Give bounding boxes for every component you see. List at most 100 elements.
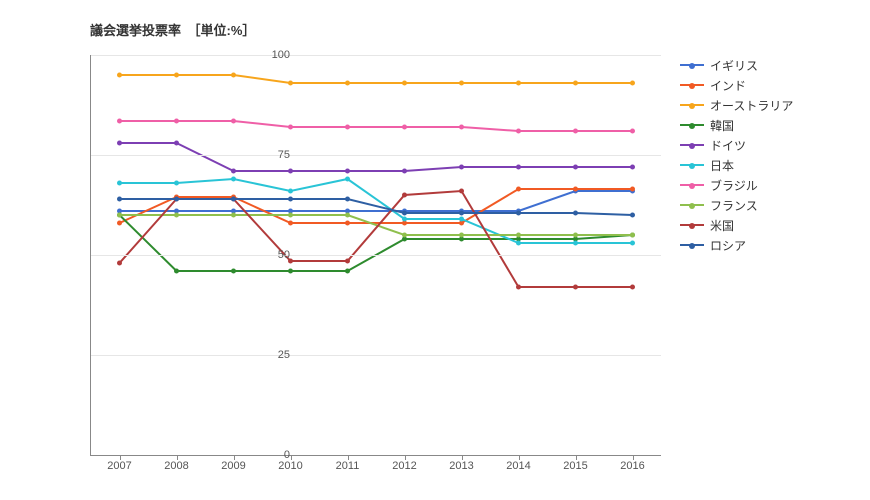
series-marker — [288, 213, 293, 218]
series-marker — [573, 285, 578, 290]
series-marker — [288, 169, 293, 174]
series-marker — [345, 213, 350, 218]
series-marker — [345, 269, 350, 274]
legend-item: オーストラリア — [680, 95, 793, 115]
series-marker — [345, 177, 350, 182]
series-marker — [231, 73, 236, 78]
series-marker — [459, 81, 464, 86]
series-marker — [117, 181, 122, 186]
series-marker — [516, 165, 521, 170]
legend-item: ドイツ — [680, 135, 793, 155]
x-tick-label: 2009 — [221, 460, 245, 472]
chart-title: 議会選挙投票率 ［単位:%］ — [90, 20, 255, 39]
series-marker — [516, 81, 521, 86]
series-marker — [231, 197, 236, 202]
y-gridline — [91, 255, 661, 256]
legend-item: ロシア — [680, 235, 793, 255]
y-tick-label: 50 — [250, 249, 290, 261]
series-marker — [516, 187, 521, 192]
series-marker — [402, 233, 407, 238]
series-marker — [630, 285, 635, 290]
y-gridline — [91, 155, 661, 156]
series-marker — [288, 125, 293, 130]
series-marker — [231, 119, 236, 124]
series-marker — [345, 125, 350, 130]
series-marker — [117, 261, 122, 266]
legend-item: 米国 — [680, 215, 793, 235]
series-marker — [630, 213, 635, 218]
x-tick-label: 2010 — [278, 460, 302, 472]
series-marker — [345, 169, 350, 174]
legend-item: インド — [680, 75, 793, 95]
series-marker — [573, 241, 578, 246]
legend-swatch-icon — [680, 204, 704, 206]
series-marker — [117, 141, 122, 146]
series-marker — [174, 141, 179, 146]
legend-item: フランス — [680, 195, 793, 215]
series-marker — [516, 233, 521, 238]
y-tick-label: 0 — [250, 449, 290, 461]
y-tick-label: 25 — [250, 349, 290, 361]
series-marker — [402, 81, 407, 86]
series-marker — [117, 73, 122, 78]
series-marker — [573, 129, 578, 134]
legend-item: 韓国 — [680, 115, 793, 135]
series-marker — [630, 241, 635, 246]
legend-label: ブラジル — [710, 177, 758, 194]
series-marker — [459, 189, 464, 194]
series-marker — [459, 125, 464, 130]
legend-swatch-icon — [680, 104, 704, 106]
series-marker — [573, 233, 578, 238]
series-marker — [402, 217, 407, 222]
series-marker — [630, 81, 635, 86]
legend-label: フランス — [710, 197, 758, 214]
series-marker — [573, 211, 578, 216]
x-tick-label: 2008 — [164, 460, 188, 472]
series-marker — [345, 221, 350, 226]
legend-swatch-icon — [680, 144, 704, 146]
series-line — [120, 121, 633, 131]
legend-swatch-icon — [680, 244, 704, 246]
series-marker — [117, 197, 122, 202]
legend-item: イギリス — [680, 55, 793, 75]
y-gridline — [91, 355, 661, 356]
series-marker — [174, 197, 179, 202]
series-marker — [459, 217, 464, 222]
series-marker — [345, 197, 350, 202]
series-marker — [174, 181, 179, 186]
series-marker — [231, 169, 236, 174]
legend-swatch-icon — [680, 84, 704, 86]
series-marker — [516, 129, 521, 134]
x-tick-label: 2011 — [336, 460, 360, 472]
series-marker — [573, 187, 578, 192]
legend-label: ロシア — [710, 237, 746, 254]
series-marker — [117, 119, 122, 124]
series-marker — [630, 233, 635, 238]
series-marker — [288, 269, 293, 274]
series-marker — [288, 221, 293, 226]
series-marker — [402, 125, 407, 130]
series-marker — [459, 165, 464, 170]
legend-swatch-icon — [680, 64, 704, 66]
series-marker — [288, 189, 293, 194]
legend-swatch-icon — [680, 224, 704, 226]
series-marker — [516, 241, 521, 246]
series-marker — [459, 211, 464, 216]
legend-label: 韓国 — [710, 117, 734, 134]
legend-label: インド — [710, 77, 746, 94]
series-line — [120, 75, 633, 83]
chart-container: 議会選挙投票率 ［単位:%］ 2007200820092010201120122… — [0, 0, 870, 500]
plot-area: 2007200820092010201120122013201420152016 — [90, 55, 661, 456]
series-marker — [630, 165, 635, 170]
series-marker — [459, 233, 464, 238]
x-tick-label: 2015 — [563, 460, 587, 472]
series-marker — [231, 177, 236, 182]
x-tick-label: 2007 — [107, 460, 131, 472]
series-marker — [630, 187, 635, 192]
series-marker — [345, 81, 350, 86]
legend-swatch-icon — [680, 164, 704, 166]
x-tick-label: 2014 — [506, 460, 530, 472]
x-tick-label: 2012 — [392, 460, 416, 472]
series-marker — [231, 269, 236, 274]
series-marker — [174, 73, 179, 78]
